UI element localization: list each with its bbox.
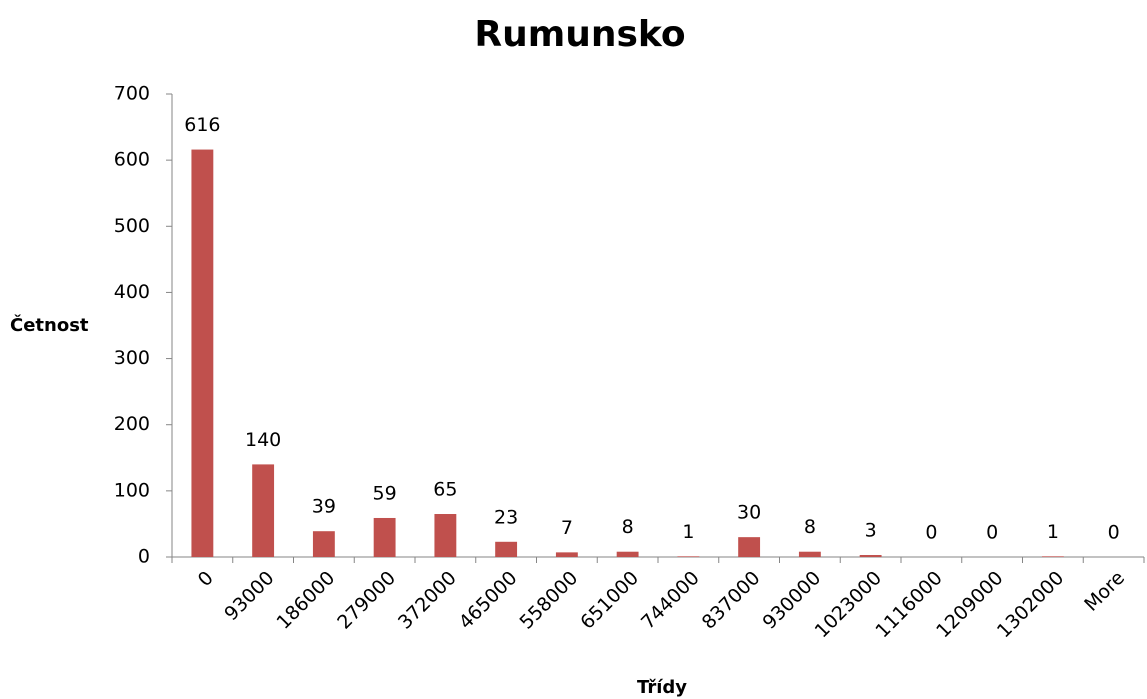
x-tick-label: 186000: [272, 567, 339, 634]
data-label: 8: [622, 516, 634, 538]
data-label: 7: [561, 517, 573, 539]
x-tick-label: More: [1080, 567, 1129, 616]
y-tick-label: 300: [114, 347, 150, 369]
bar: [1041, 556, 1064, 557]
y-tick-label: 200: [114, 413, 150, 435]
data-label: 1: [1047, 521, 1059, 543]
x-tick-label: 372000: [394, 567, 461, 634]
y-tick-label: 600: [114, 149, 150, 171]
data-label: 3: [865, 520, 877, 542]
data-label: 140: [245, 429, 281, 451]
x-tick-label: 93000: [220, 567, 278, 625]
data-label: 8: [804, 516, 816, 538]
bar: [434, 514, 457, 557]
y-tick-label: 0: [138, 546, 150, 568]
x-tick-label: 744000: [637, 567, 704, 634]
x-tick-label: 837000: [698, 567, 765, 634]
bar: [555, 552, 578, 557]
bar: [677, 556, 700, 557]
x-tick-label: 651000: [576, 567, 643, 634]
bar: [859, 555, 882, 557]
x-tick-label: 558000: [515, 567, 582, 634]
y-axis-title: Četnost: [10, 314, 89, 336]
bar: [191, 149, 214, 557]
data-label: 59: [373, 482, 397, 504]
bar: [495, 541, 518, 557]
data-label: 0: [1108, 522, 1120, 544]
data-label: 0: [986, 522, 998, 544]
bar: [373, 517, 396, 557]
x-tick-label: 279000: [333, 567, 400, 634]
data-label: 39: [312, 496, 336, 518]
bar: [738, 537, 761, 557]
x-tick-label: 1302000: [993, 567, 1068, 642]
data-label: 23: [494, 506, 518, 528]
data-label: 1: [682, 521, 694, 543]
data-label: 30: [737, 502, 761, 524]
y-tick-label: 100: [114, 479, 150, 501]
bar: [798, 551, 821, 557]
y-tick-label: 500: [114, 215, 150, 237]
bar: [616, 551, 639, 557]
bar: [312, 531, 335, 557]
x-tick-label: 0: [194, 567, 218, 591]
x-tick-label: 465000: [455, 567, 522, 634]
y-tick-label: 400: [114, 281, 150, 303]
data-label: 616: [184, 114, 220, 136]
bar: [252, 464, 275, 557]
x-axis-title: Třídy: [637, 677, 687, 698]
chart-title: Rumunsko: [474, 14, 685, 55]
data-label: 65: [433, 479, 457, 501]
y-tick-label: 700: [114, 83, 150, 105]
data-label: 0: [925, 522, 937, 544]
